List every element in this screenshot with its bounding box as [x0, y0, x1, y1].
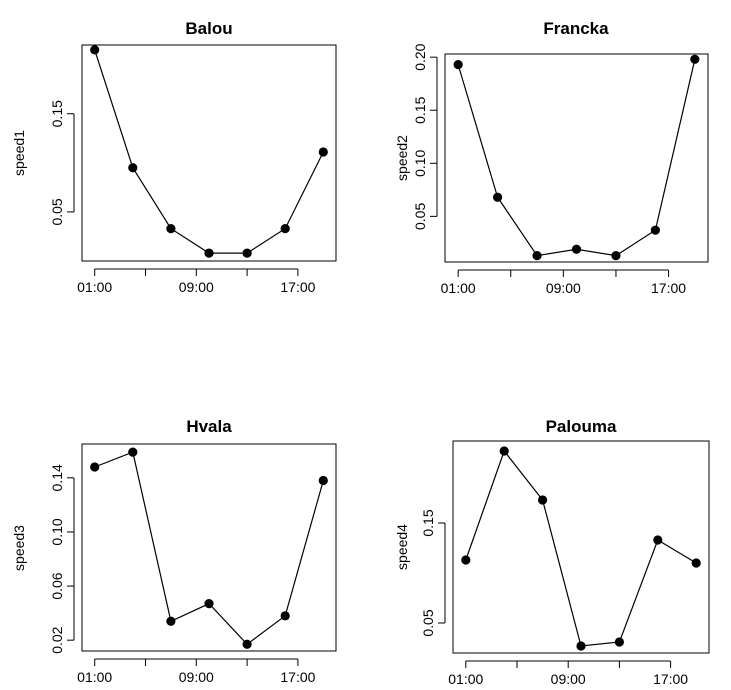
y-axis: 0.05 0.10 0.15 0.20 [412, 43, 438, 230]
x-tick-label: 01:00 [77, 279, 112, 295]
y-tick-label: 0.14 [49, 464, 65, 491]
plot-frame [444, 53, 709, 263]
data-point [690, 54, 700, 64]
data-point [538, 495, 548, 505]
data-point [650, 225, 661, 235]
y-tick-label: 0.15 [420, 509, 436, 536]
panel-hvala: Hvala speed3 01:00 09:00 17:00 0.02 0.06 0.1… [11, 417, 337, 685]
data-point [318, 147, 328, 157]
data-point [204, 599, 214, 609]
x-tick-label: 09:00 [179, 279, 214, 295]
y-tick-label: 0.10 [412, 149, 428, 176]
data-point [204, 248, 214, 258]
y-tick-label: 0.20 [412, 43, 428, 70]
data-point [280, 611, 290, 621]
y-axis-label: speed2 [394, 135, 410, 181]
x-axis: 01:00 09:00 17:00 [77, 268, 316, 295]
data-point [611, 251, 621, 261]
x-tick-label: 17:00 [280, 669, 315, 685]
y-tick-label: 0.05 [49, 198, 65, 225]
series [90, 447, 328, 649]
panel-title: Balou [185, 19, 232, 38]
data-point [576, 641, 586, 651]
y-tick-label: 0.05 [420, 609, 436, 636]
data-point [461, 555, 471, 565]
x-tick-label: 17:00 [653, 671, 688, 687]
plot-frame [452, 440, 710, 654]
panel-balou: Balou speed1 01:00 09:00 17:00 0.05 0.15 [11, 19, 337, 295]
series [461, 446, 701, 651]
data-point [242, 248, 252, 258]
data-point [280, 224, 290, 234]
y-axis: 0.05 0.15 [49, 100, 75, 226]
y-tick-label: 0.10 [49, 518, 65, 545]
panel-francka: Francka speed2 01:00 09:00 17:00 0.050.100… [394, 19, 709, 296]
x-tick-label: 17:00 [280, 279, 315, 295]
data-point [653, 535, 663, 545]
y-axis-label: speed4 [394, 524, 410, 570]
data-point [128, 163, 138, 173]
y-tick-label: 0.15 [49, 100, 65, 127]
x-tick-label: 09:00 [551, 671, 586, 687]
y-axis: 0.02 0.06 0.10 0.14 [49, 464, 75, 654]
data-point [318, 475, 328, 486]
data-point [242, 639, 252, 649]
y-axis-label: speed1 [11, 130, 27, 176]
x-tick-label: 01:00 [441, 280, 476, 296]
data-point [532, 251, 542, 261]
data-point [128, 447, 138, 457]
y-tick-label: 0.02 [49, 626, 65, 653]
data-point [166, 616, 176, 626]
x-axis: 01:00 09:00 17:00 [441, 269, 686, 296]
panel-title: Palouma [546, 417, 617, 436]
panel-title: Hvala [186, 417, 232, 436]
x-tick-label: 01:00 [448, 671, 483, 687]
data-point [691, 558, 701, 568]
y-tick-label: 0.06 [49, 572, 65, 599]
panel-title: Francka [543, 19, 609, 38]
x-tick-label: 17:00 [651, 280, 686, 296]
x-tick-label: 09:00 [179, 669, 214, 685]
panel-palouma: Palouma speed4 01:00 09:00 17:00 0.05 0.15 [394, 417, 710, 687]
data-point [90, 45, 100, 55]
plot-frame [81, 443, 337, 652]
data-point [453, 60, 463, 70]
data-point [571, 244, 582, 254]
data-point [166, 224, 176, 234]
y-axis: 0.05 0.15 [420, 509, 446, 637]
y-tick-label: 0.15 [412, 96, 428, 123]
series [90, 45, 328, 258]
x-tick-label: 01:00 [77, 669, 112, 685]
series [453, 54, 700, 261]
data-point [493, 192, 503, 202]
y-tick-label: 0.05 [412, 203, 428, 230]
plot-frame [81, 44, 337, 262]
data-point [90, 462, 100, 472]
data-point [614, 637, 625, 647]
x-axis: 01:00 09:00 17:00 [77, 658, 316, 685]
y-axis-label: speed3 [11, 525, 27, 571]
x-axis: 01:00 09:00 17:00 [448, 660, 688, 687]
x-tick-label: 09:00 [546, 280, 581, 296]
data-point [499, 446, 509, 456]
